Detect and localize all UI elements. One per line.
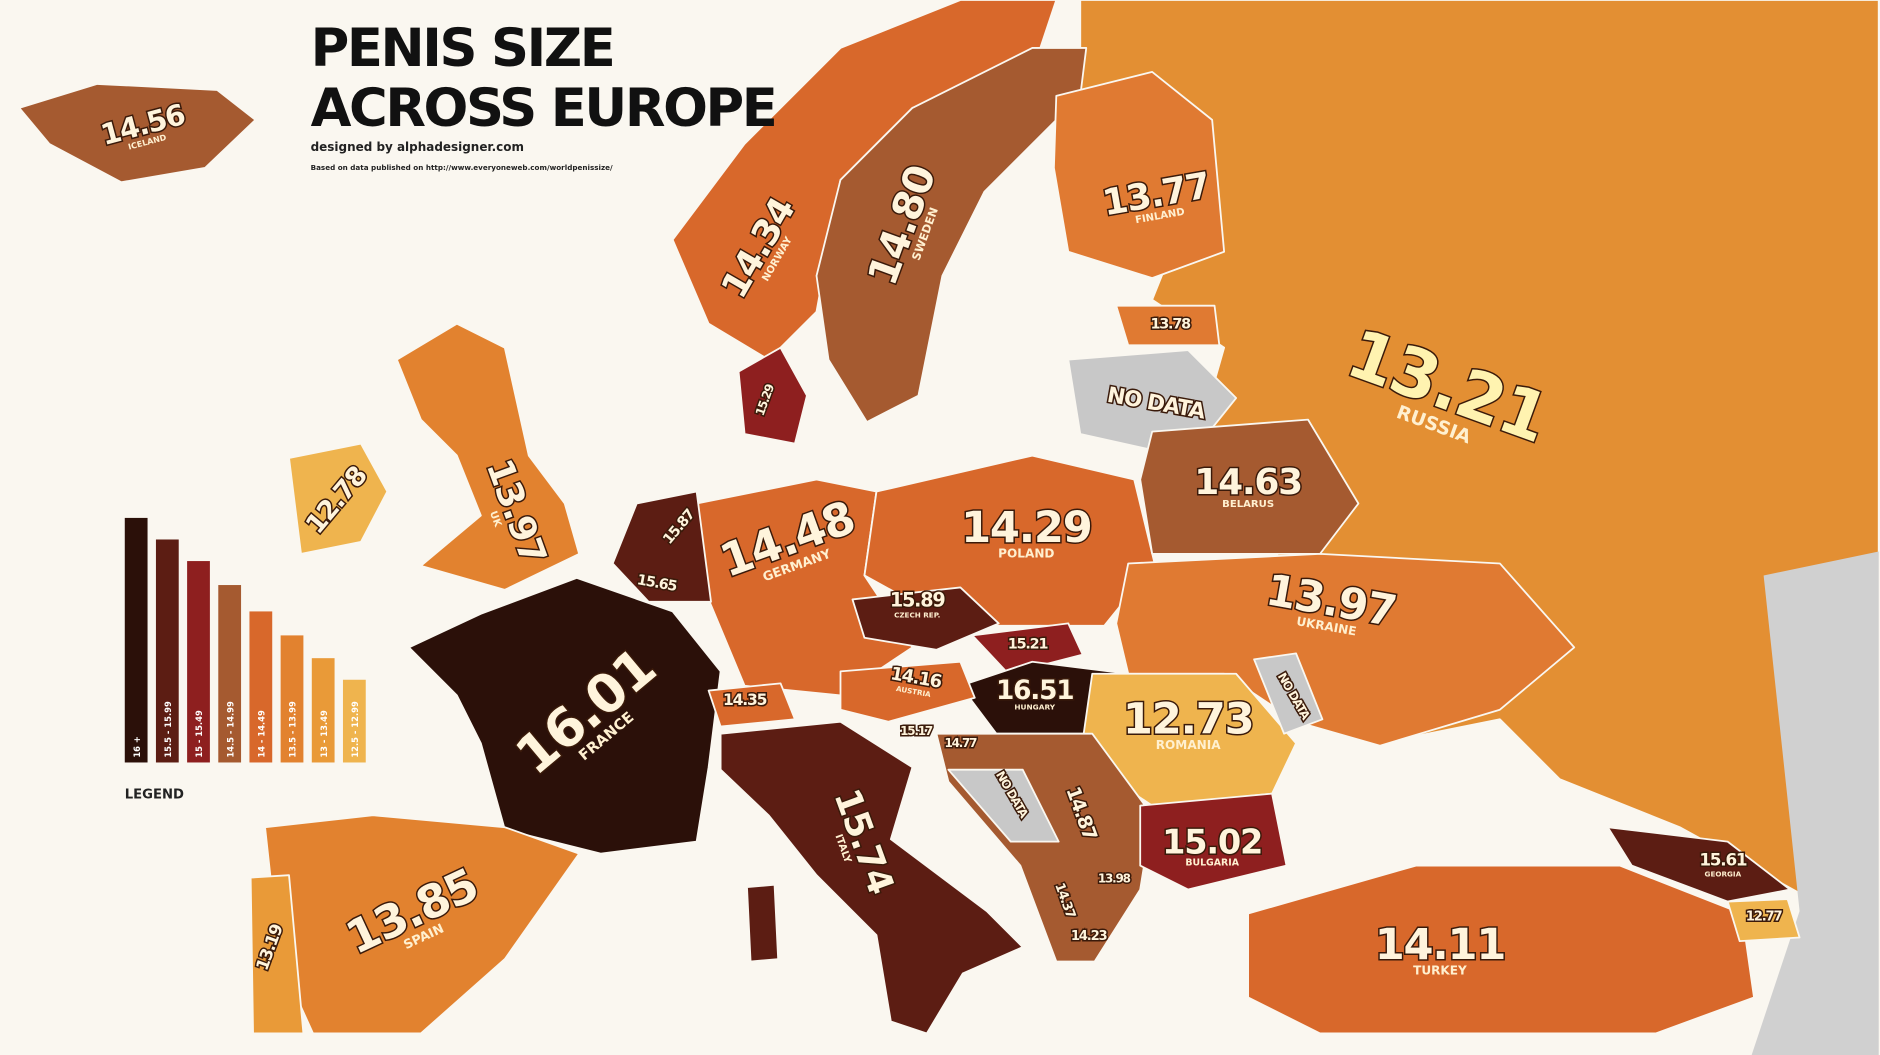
switzerland-shape (707, 682, 796, 728)
country-value: 15.21 (1008, 637, 1049, 653)
bulgaria-shape (1139, 792, 1288, 891)
legend-bar (187, 561, 210, 763)
country-value: 15.61 (1699, 850, 1747, 870)
legend-label: 16 + (132, 736, 142, 758)
legend-label: 14 - 14.49 (256, 710, 266, 758)
germany-shape (695, 478, 914, 697)
country-value: 16.51 (996, 676, 1073, 706)
country-label: 14.77 (943, 734, 980, 751)
uk-shape (396, 322, 581, 591)
austria-shape (839, 660, 976, 723)
legend-label: 13 - 13.49 (319, 710, 329, 758)
sweden-shape (815, 47, 1088, 423)
portugal-shape (249, 874, 305, 1035)
country-value: 14.23 (1071, 929, 1108, 944)
ukraine-shape (1115, 552, 1576, 747)
moldova-shape (1253, 652, 1324, 735)
source: Based on data published on http://www.ev… (311, 163, 613, 172)
country-value: 15.02 (1162, 823, 1262, 862)
legend-label: 13.5 - 13.99 (288, 701, 298, 758)
country-label: 13.98 (1096, 870, 1133, 887)
denmark-shape (737, 346, 808, 445)
iceland-shape (18, 83, 257, 184)
country-value: 14.35 (723, 691, 767, 709)
country-value: 12.73 (1123, 695, 1253, 745)
country-name: BULGARIA (1185, 858, 1239, 869)
country-name: ROMANIA (1156, 738, 1222, 752)
country-label: 14.23 (1069, 927, 1110, 945)
legend-bar (124, 517, 148, 763)
armenia-shape (1726, 898, 1801, 943)
country-name: GEORGIA (1705, 869, 1742, 878)
benelux-shape (611, 490, 712, 603)
ireland-shape (288, 442, 389, 555)
country-value: 15.17 (900, 724, 933, 738)
country-value: 13.98 (1098, 871, 1131, 885)
country-name: UK (487, 510, 503, 530)
finland-shape (1052, 71, 1226, 280)
legend-bar (218, 585, 242, 763)
title-line-2: ACROSS EUROPE (311, 78, 776, 139)
legend-bar (249, 611, 273, 763)
title-line-1: PENIS SIZE (311, 18, 614, 79)
legend-label: 12.5 - 12.99 (350, 701, 360, 758)
country-name: POLAND (998, 546, 1054, 560)
legend: 16 + 15.5 - 15.99 15 - 15.49 14.5 - 14.99 14… (124, 517, 366, 802)
bosnia-shape (947, 768, 1060, 843)
country-label: 13.78 (1149, 315, 1194, 334)
poland-shape (863, 454, 1156, 627)
country-label: 15.21 (1006, 635, 1051, 654)
land (18, 0, 1880, 1055)
czech-shape (851, 586, 1000, 651)
legend-label: 15.5 - 15.99 (163, 701, 173, 758)
georgia-shape (1606, 826, 1791, 903)
east-gray (1751, 551, 1879, 1055)
slovakia-shape (971, 622, 1084, 675)
country-name: TURKEY (1413, 964, 1467, 978)
turkey-shape (1247, 864, 1755, 1035)
country-value: 14.11 (1375, 920, 1505, 970)
legend-bar (342, 679, 366, 763)
legend-label: 15 - 15.49 (194, 710, 204, 758)
country-name: HUNGARY (1014, 703, 1055, 712)
country-value: 13.78 (1150, 316, 1191, 332)
legend-title: LEGEND (125, 787, 184, 802)
estonia-shape (1115, 304, 1221, 347)
country-name: BELARUS (1222, 499, 1274, 510)
country-value: 12.77 (1746, 910, 1783, 925)
country-value: 14.77 (944, 736, 977, 750)
legend-bar (155, 539, 179, 763)
legend-bar (280, 635, 304, 763)
legend-bar (311, 658, 335, 763)
country-value: 14.29 (961, 503, 1091, 553)
country-label: 14.35 (721, 689, 769, 710)
country-value: 15.89 (890, 589, 946, 612)
country-name: CZECH REP. (894, 610, 940, 619)
country-value: 14.63 (1194, 462, 1302, 503)
country-label: 15.17 (899, 722, 936, 739)
country-label: 12.77 (1744, 908, 1785, 926)
france-shape (408, 576, 722, 855)
italy-shape (719, 720, 1024, 1035)
sardinia-shape (746, 883, 780, 963)
legend-label: 14.5 - 14.99 (225, 701, 235, 758)
credit: designed by alphadesigner.com (311, 140, 524, 154)
